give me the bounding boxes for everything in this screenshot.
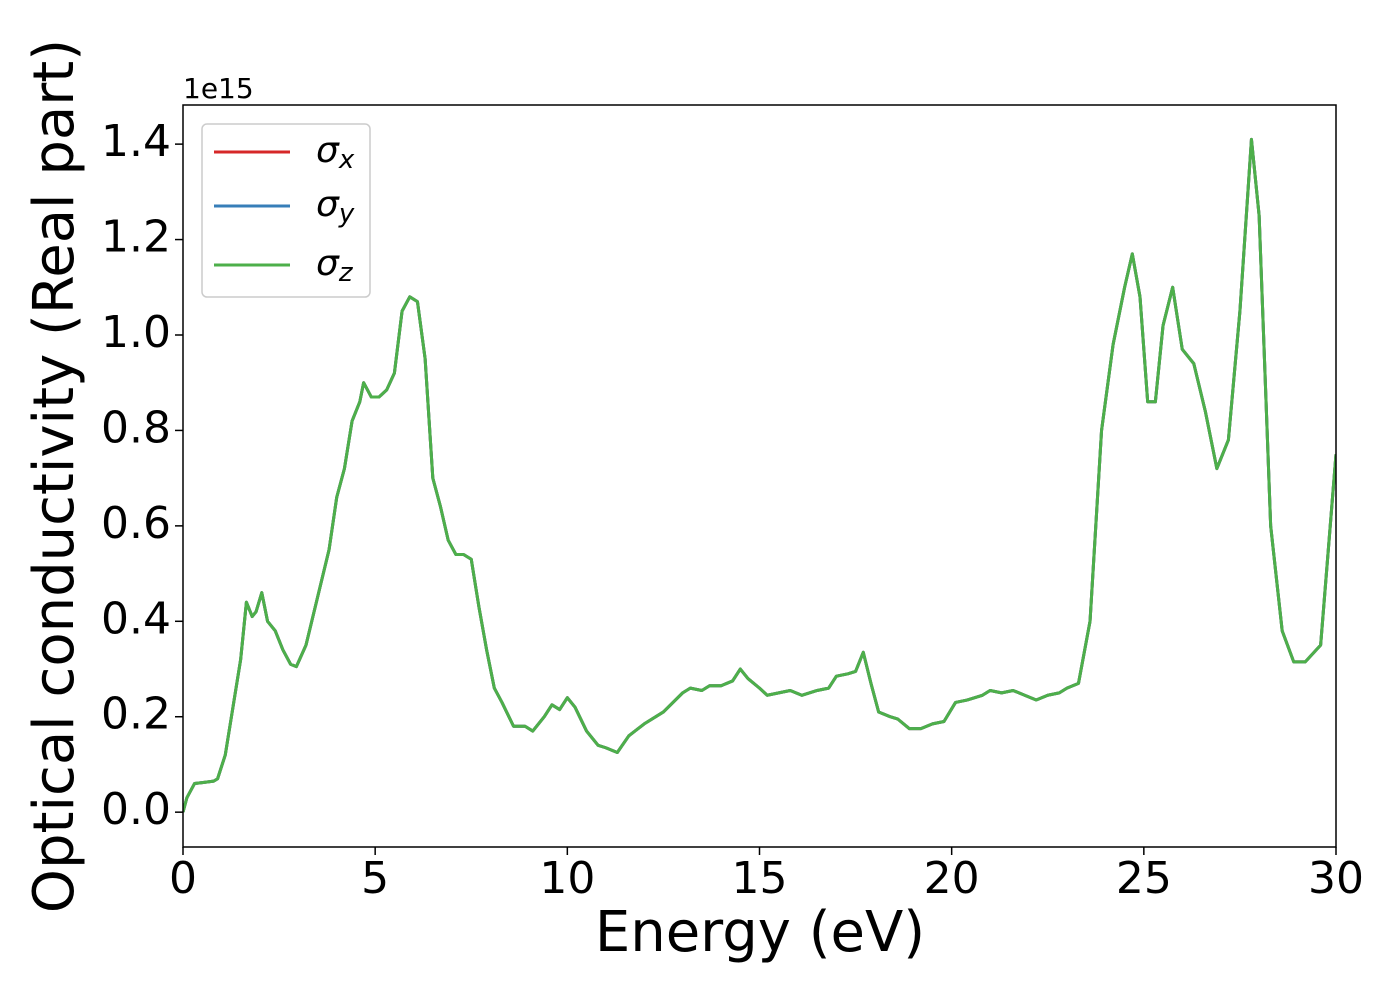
x-tick-label: 30 xyxy=(1308,853,1364,904)
plot-frame xyxy=(182,104,1337,848)
y-tick-label: 1.0 xyxy=(101,307,171,358)
x-axis-label: Energy (eV) xyxy=(595,900,925,965)
y-tick-label: 1.2 xyxy=(101,212,171,263)
y-tick-label: 1.4 xyxy=(101,116,171,167)
y-tick-label: 0.0 xyxy=(101,784,171,835)
x-tick-label: 5 xyxy=(361,853,389,904)
y-offset-label: 1e15 xyxy=(183,72,254,105)
x-tick-label: 10 xyxy=(539,853,595,904)
y-tick-label: 0.4 xyxy=(101,593,171,644)
y-tick-label: 0.2 xyxy=(101,689,171,740)
legend-label: σy xyxy=(316,184,355,229)
x-tick-label: 20 xyxy=(924,853,980,904)
x-tick-label: 25 xyxy=(1116,853,1172,904)
legend-box xyxy=(201,123,371,298)
x-tick-label: 0 xyxy=(169,853,197,904)
legend-label: σz xyxy=(316,243,354,288)
line-series xyxy=(183,137,1336,813)
y-axis-label: Optical conductivity (Real part) xyxy=(22,39,87,913)
y-tick-label: 0.8 xyxy=(101,402,171,453)
x-tick-label: 15 xyxy=(732,853,788,904)
y-tick-label: 0.6 xyxy=(101,498,171,549)
legend-label: σx xyxy=(316,130,355,175)
